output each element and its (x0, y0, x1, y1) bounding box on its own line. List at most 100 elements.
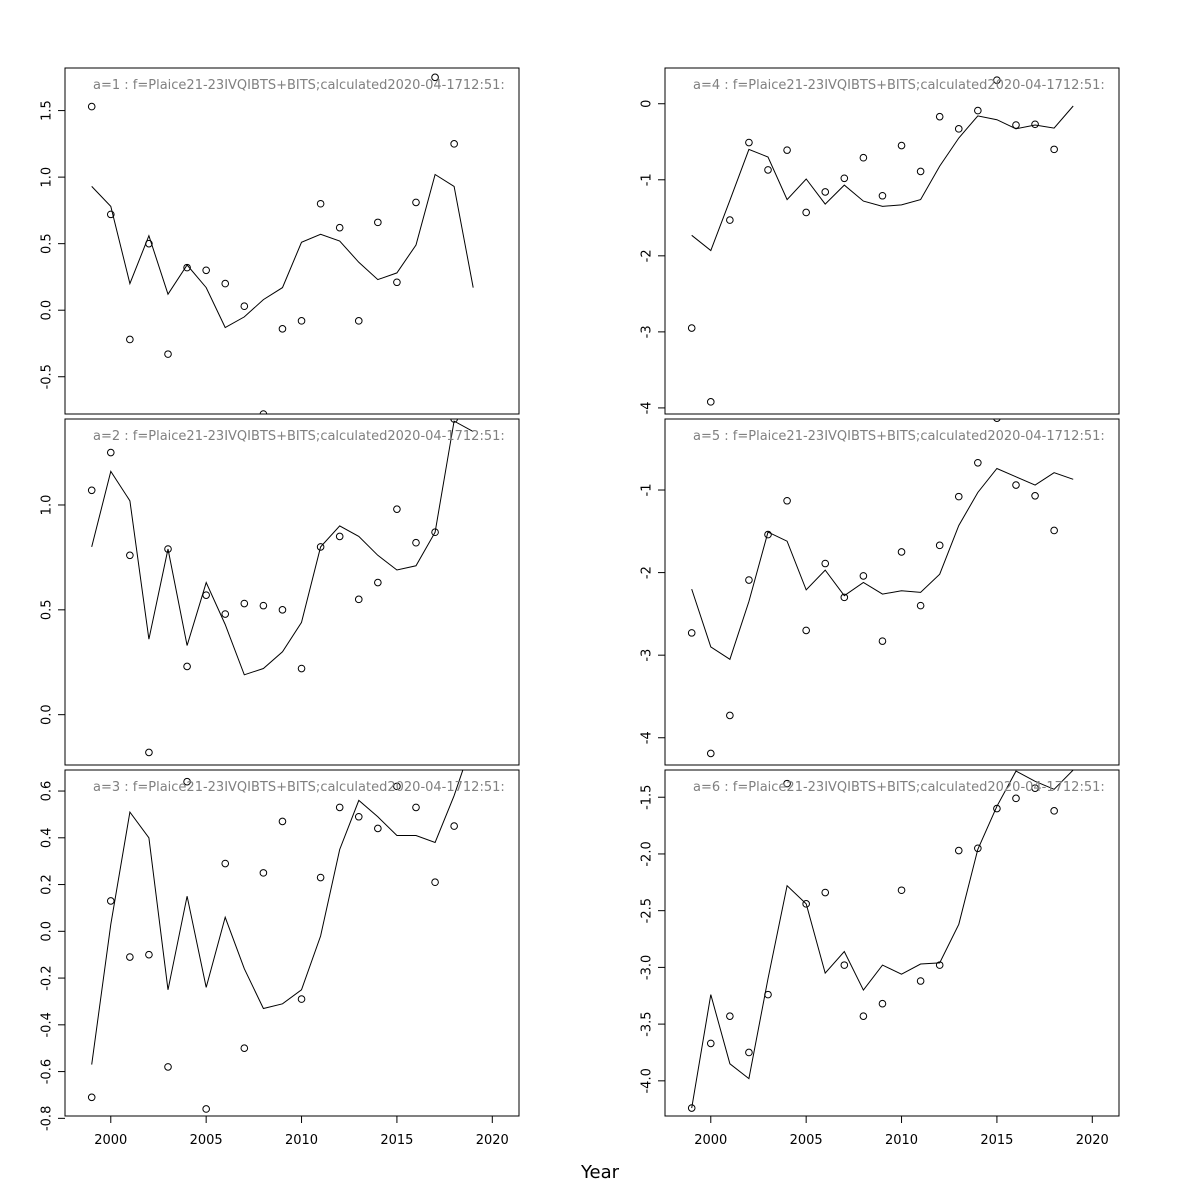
observed-point (1012, 794, 1020, 803)
observed-point (878, 191, 887, 200)
observed-point (240, 302, 249, 311)
observed-point (1050, 145, 1058, 154)
panel-title: a=3 : f=Plaice21-23IVQIBTS+BITS;calculat… (93, 780, 505, 795)
x-tick-label: 2015 (980, 1133, 1013, 1148)
observed-point (259, 601, 268, 610)
y-tick-label: -0.5 (40, 364, 55, 389)
observed-point (974, 844, 982, 853)
observed-point (164, 350, 172, 358)
observed-point (354, 812, 363, 821)
observed-point (278, 606, 287, 614)
panel-title: a=4 : f=Plaice21-23IVQIBTS+BITS;calculat… (693, 78, 1105, 93)
observed-point (297, 995, 306, 1003)
observed-point (335, 803, 344, 812)
y-tick-label: 0.5 (40, 233, 55, 254)
observed-point (145, 239, 153, 248)
observed-point (431, 528, 439, 537)
y-tick-label: -0.6 (40, 1059, 55, 1084)
observed-point (859, 153, 868, 162)
observed-point (297, 317, 306, 325)
y-tick-label: 0.0 (40, 300, 55, 321)
observed-point (993, 419, 1001, 422)
observed-point (687, 1104, 696, 1112)
observed-point (259, 869, 268, 877)
fitted-line (691, 467, 1074, 661)
observed-point (726, 216, 734, 224)
panel-title: a=5 : f=Plaice21-23IVQIBTS+BITS;calculat… (693, 429, 1105, 444)
observed-point (802, 900, 810, 908)
observed-point (1031, 120, 1039, 129)
observed-point (840, 961, 849, 969)
observed-point (145, 950, 153, 959)
observed-point (126, 335, 134, 344)
fitted-line (691, 105, 1074, 252)
observed-point (259, 410, 268, 414)
observed-point (954, 846, 963, 855)
observed-point (183, 662, 191, 671)
observed-point (897, 886, 906, 895)
observed-point (106, 448, 115, 457)
observed-point (993, 804, 1001, 813)
observed-point (183, 777, 191, 786)
y-tick-label: -4 (640, 731, 655, 744)
observed-point (221, 279, 230, 288)
y-tick-label: -0.2 (40, 965, 55, 990)
observed-point (726, 711, 734, 720)
observed-point (935, 541, 944, 550)
observed-point (393, 505, 401, 513)
observed-point (278, 817, 287, 826)
observed-point (87, 486, 96, 495)
observed-point (202, 1105, 210, 1113)
observed-point (412, 198, 420, 207)
y-tick-label: -0.8 (40, 1106, 55, 1131)
observed-point (335, 532, 344, 541)
observed-point (87, 102, 96, 111)
fitted-line (91, 173, 474, 329)
observed-point (126, 953, 134, 961)
panel-a3: -0.8 -0.6 -0.4 -0.2 0.0 0.2 0.4 0.6 2000 2005 2010… (40, 769, 520, 1148)
observed-point (202, 591, 210, 599)
y-tick-label: 0.4 (40, 827, 55, 848)
observed-point (897, 548, 906, 556)
observed-point (393, 278, 401, 287)
observed-point (1031, 491, 1039, 500)
observed-point (954, 492, 963, 501)
y-tick-label: 0 (640, 100, 655, 108)
y-tick-label: -2 (640, 566, 655, 579)
observed-point (878, 637, 887, 645)
y-tick-label: 0.0 (40, 704, 55, 725)
x-tick-label: 2010 (885, 1133, 918, 1148)
panel-title: a=1 : f=Plaice21-23IVQIBTS+BITS;calculat… (93, 78, 505, 93)
observed-point (859, 572, 868, 580)
observed-point (297, 664, 306, 673)
y-tick-label: 1.0 (40, 495, 55, 516)
observed-point (974, 458, 982, 467)
fitted-line (691, 770, 1074, 1109)
plot-area (87, 419, 474, 757)
x-tick-label: 2005 (190, 1133, 223, 1148)
observed-point (687, 324, 696, 332)
observed-point (354, 317, 363, 325)
observed-point (706, 398, 715, 406)
observed-point (164, 1063, 172, 1071)
y-tick-label: -0.4 (40, 1012, 55, 1037)
observed-point (106, 210, 115, 219)
y-tick-label: -3.0 (640, 955, 655, 980)
observed-point (374, 218, 382, 227)
observed-point (726, 1012, 734, 1020)
observed-point (450, 419, 458, 423)
x-tick-label: 2000 (94, 1133, 127, 1148)
x-tick-label: 2010 (285, 1133, 318, 1148)
fitted-line (91, 770, 464, 1065)
panel-frame (664, 418, 1120, 766)
observed-point (954, 125, 963, 133)
y-tick-label: -3 (640, 649, 655, 662)
observed-point (221, 610, 230, 618)
observed-point (783, 496, 791, 505)
y-tick-label: -1.5 (640, 785, 655, 810)
y-tick-label: 0.6 (40, 781, 55, 802)
x-tick-label: 2005 (790, 1133, 823, 1148)
y-tick-label: -4.0 (640, 1068, 655, 1093)
y-tick-label: -3.5 (640, 1011, 655, 1036)
